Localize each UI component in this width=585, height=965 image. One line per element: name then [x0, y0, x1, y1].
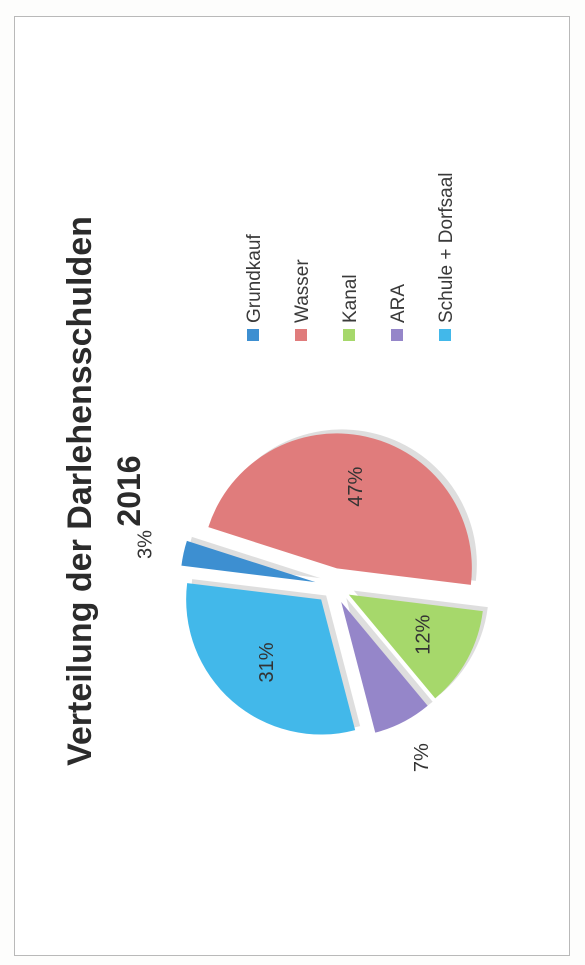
slice-shadow-grundkauf [186, 536, 321, 579]
legend-label-grundkauf: Grundkauf [244, 234, 265, 323]
legend-label-schule-dorfsaal: Schule + Dorfsaal [436, 173, 457, 324]
pie-slice-wasser [208, 433, 472, 585]
data-label-kanal: 12% [412, 614, 434, 654]
data-label-grundkauf: 3% [135, 530, 157, 559]
legend-label-kanal: Kanal [340, 274, 361, 323]
data-label-wasser: 47% [345, 466, 367, 506]
data-labels: 3% 47% 12% 7% 31% [135, 466, 435, 772]
chart-subtitle: 2016 [111, 455, 147, 526]
data-label-ara: 7% [411, 743, 433, 772]
legend-swatch-wasser [295, 329, 307, 341]
pie-slice-ara [341, 602, 428, 733]
data-label-schule-dorfsaal: 31% [256, 642, 278, 682]
legend-swatch-schule-dorfsaal [439, 329, 451, 341]
legend-swatch-ara [391, 329, 403, 341]
pie-slice-schule-dorfsaal [186, 583, 356, 735]
legend: Grundkauf Wasser Kanal ARA Schule + Dorfsaal [244, 173, 457, 341]
pie-slice-kanal [348, 594, 483, 699]
chart-title: Verteilung der Darlehensschulden [61, 216, 99, 766]
legend-swatch-kanal [343, 329, 355, 341]
legend-label-wasser: Wasser [292, 259, 313, 323]
pie-slices [181, 429, 488, 735]
legend-swatch-grundkauf [247, 329, 259, 341]
legend-label-ara: ARA [388, 284, 409, 323]
pie-slice-grundkauf [181, 540, 316, 583]
